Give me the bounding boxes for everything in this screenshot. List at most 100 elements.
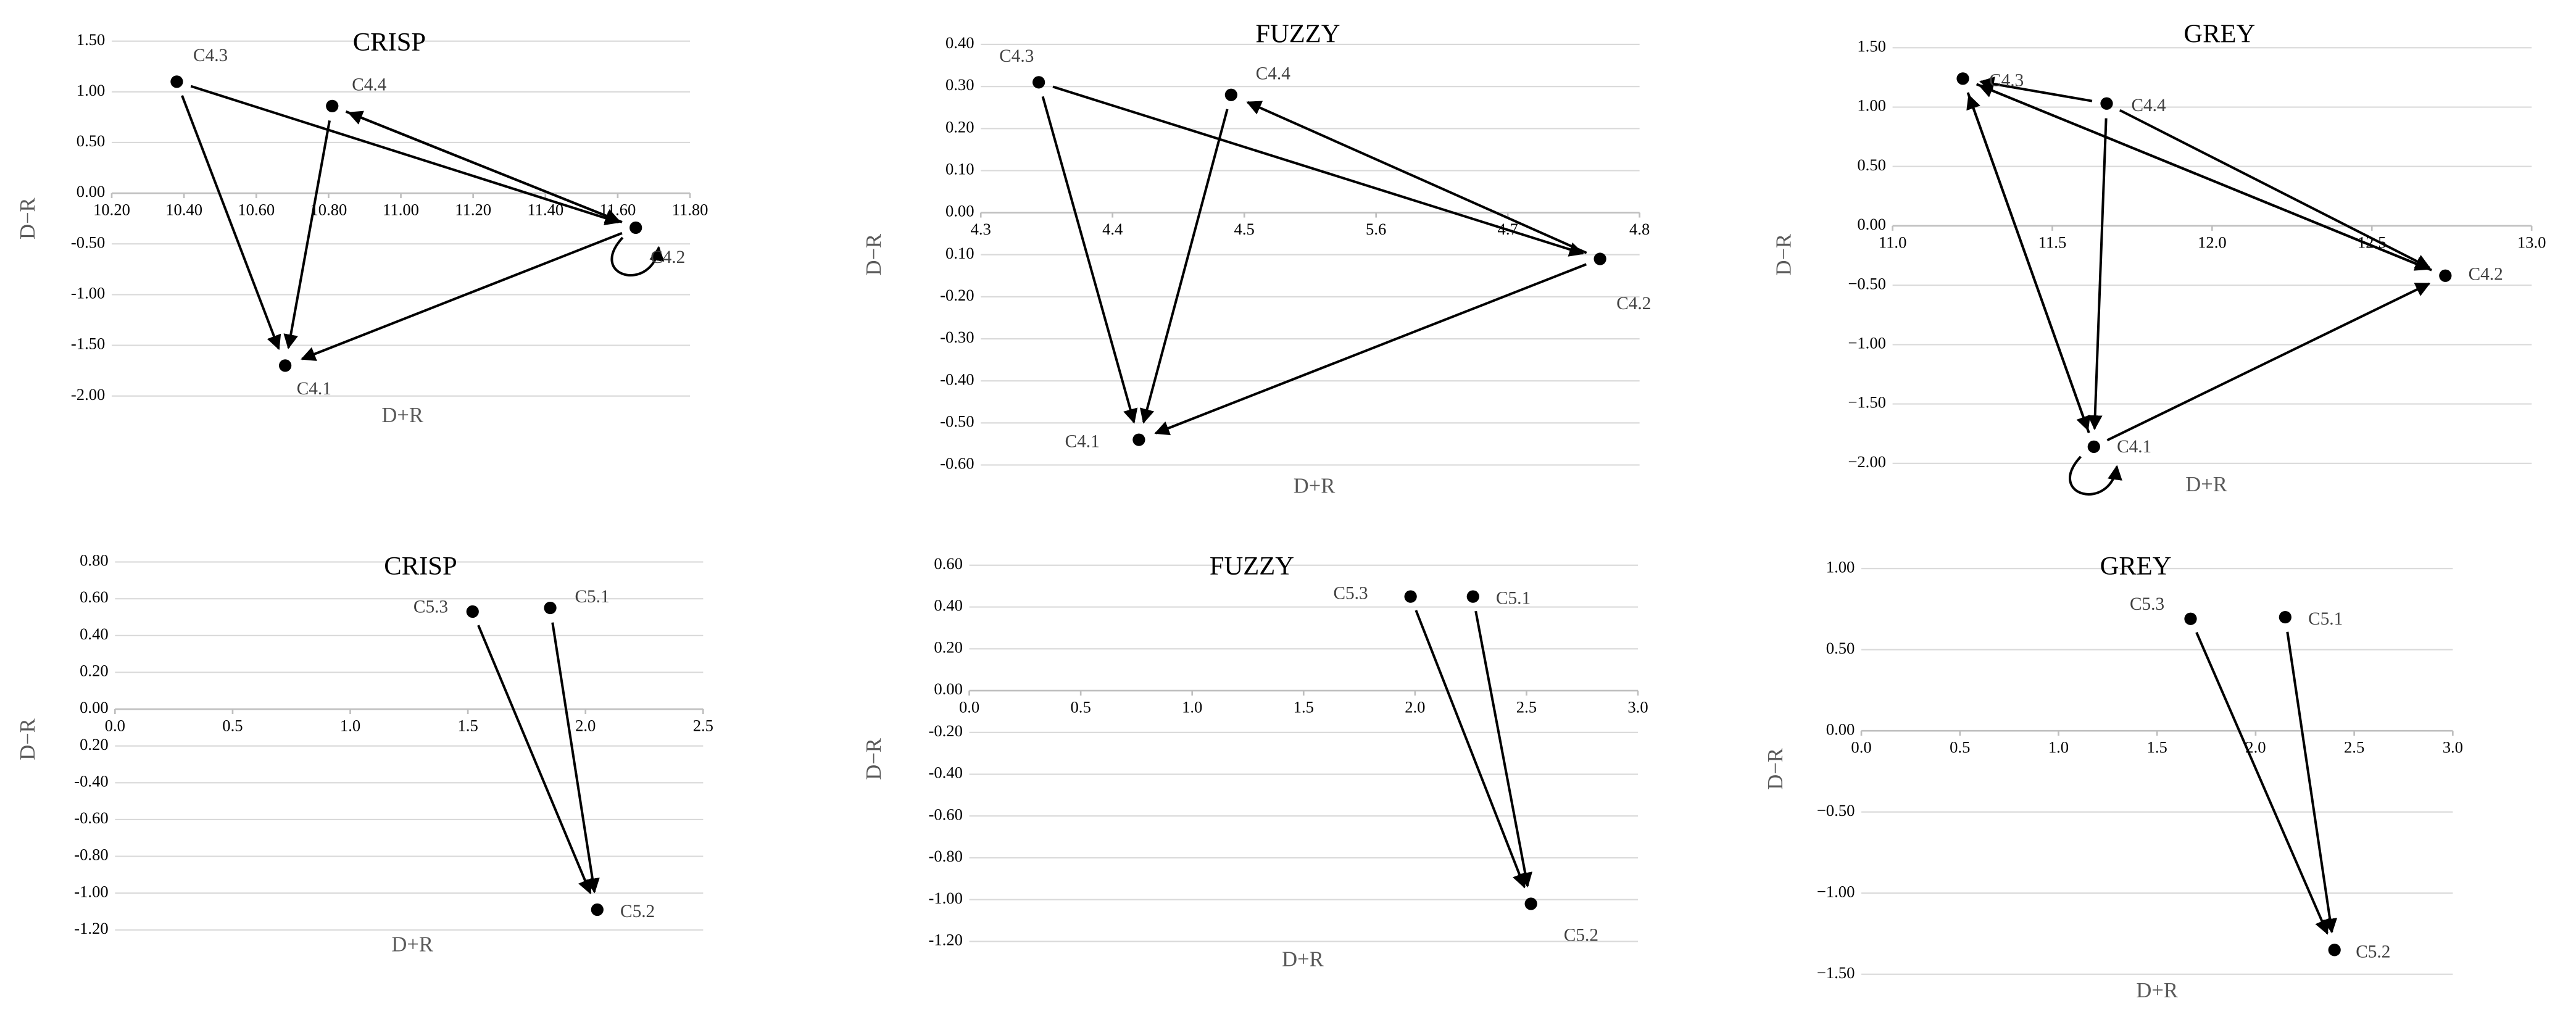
x-tick-label: 11.20 — [455, 200, 491, 218]
y-tick-label: 1.00 — [77, 81, 106, 99]
arrow — [551, 622, 600, 894]
point — [2279, 610, 2291, 624]
x-tick-label: 1.5 — [458, 716, 478, 734]
y-tick-label: -0.30 — [940, 328, 974, 346]
x-tick-label: 1.0 — [2048, 738, 2069, 757]
point — [544, 601, 557, 615]
x-tick-label: 4.8 — [1629, 220, 1650, 238]
point-label: C4.1 — [297, 379, 331, 399]
y-tick-label: 0.50 — [1857, 156, 1886, 174]
y-tick-label: 0.20 — [945, 117, 974, 136]
point-label: C5.2 — [2356, 942, 2390, 962]
point — [2184, 612, 2197, 625]
x-tick-label: 4.4 — [1102, 220, 1123, 238]
y-tick-label: -0.20 — [940, 286, 974, 304]
chart-title: GREY — [2183, 19, 2255, 48]
y-tick-label: 1.00 — [1826, 557, 1855, 576]
x-tick-label: 11.80 — [672, 200, 708, 218]
arrow — [1139, 109, 1229, 424]
y-axis-label: D−R — [16, 718, 39, 760]
point-label: C4.4 — [2131, 96, 2166, 115]
point-label: C5.2 — [1564, 925, 1598, 945]
point-label: C4.4 — [1256, 64, 1290, 84]
arrow — [1041, 96, 1138, 424]
y-tick-label: -0.80 — [74, 845, 108, 864]
point-label: C4.2 — [650, 247, 685, 267]
y-tick-label: 0.60 — [934, 554, 963, 573]
x-tick-label: 11.0 — [1879, 233, 1907, 251]
x-axis-label: D+R — [391, 933, 433, 956]
chart: 1.50 1.00 0.50 0.00 -0.50 -1.00 -1.50 -2.00 10.2… — [16, 28, 708, 427]
point — [2100, 97, 2113, 110]
y-tick-label: 0.10 — [945, 244, 974, 262]
y-tick-label: 0.20 — [80, 662, 109, 680]
point-label: C4.3 — [1989, 70, 2024, 90]
arrow — [2286, 631, 2338, 934]
point — [2328, 944, 2341, 957]
x-tick-label: 5.6 — [1366, 220, 1386, 238]
y-axis-label: D−R — [862, 233, 886, 275]
y-tick-label: 0.30 — [945, 75, 974, 94]
point — [279, 359, 292, 372]
y-axis-label: D−R — [16, 197, 39, 239]
y-tick-label: 0.50 — [77, 131, 106, 150]
chart: 0.80 0.60 0.40 0.20 0.00 0.20 -0.40 -0.60 -0.80 -… — [16, 551, 713, 957]
y-tick-label: −1.00 — [1848, 333, 1886, 352]
arrow — [477, 625, 592, 895]
point — [1524, 897, 1537, 910]
y-tick-label: -0.20 — [928, 721, 962, 740]
point-label: C5.3 — [1334, 584, 1368, 604]
point — [466, 605, 479, 618]
point — [170, 75, 183, 88]
x-axis-label: D+R — [2136, 979, 2178, 1002]
chart: 1.50 1.00 0.50 0.00 −0.50 −1.00 −1.50 −2.00 11.0… — [1772, 19, 2546, 496]
y-tick-label: -1.00 — [74, 882, 108, 900]
y-tick-label: 1.50 — [77, 30, 106, 49]
y-tick-label: 0.40 — [80, 625, 109, 643]
y-tick-label: -0.40 — [940, 370, 974, 388]
y-tick-label: -0.50 — [940, 412, 974, 430]
x-tick-label: 1.0 — [1182, 697, 1202, 716]
arrow — [1052, 85, 1584, 257]
x-tick-label: 13.0 — [2517, 233, 2546, 251]
point — [591, 903, 604, 916]
x-tick-label: 10.80 — [310, 200, 347, 218]
y-tick-label: −1.50 — [1817, 963, 1855, 982]
point-label: C4.2 — [1616, 294, 1651, 314]
chart: 1.00 0.50 0.00 −0.50 −1.00 −1.50 0.0 0.5 1.0 1.5 2… — [1764, 552, 2463, 1002]
x-tick-label: 12.0 — [2198, 233, 2227, 251]
arrow — [1415, 610, 1527, 889]
x-axis-label: D+R — [381, 404, 423, 427]
arrow — [2195, 631, 2329, 935]
chart-title: CRISP — [384, 552, 457, 581]
point — [1032, 76, 1045, 89]
x-tick-label: 3.0 — [1627, 697, 1648, 716]
y-tick-label: -0.40 — [74, 771, 108, 790]
point-label: C4.4 — [352, 75, 386, 95]
x-tick-label: 0.5 — [1950, 738, 1970, 757]
y-tick-label: -0.60 — [74, 808, 108, 827]
chart: 0.60 0.40 0.20 0.00 -0.20 -0.40 -0.60 -0.80 -1.0… — [862, 552, 1648, 971]
arrow — [1979, 77, 2093, 102]
arrow — [1474, 610, 1533, 888]
x-tick-label: 2.0 — [1405, 697, 1425, 716]
y-tick-label: -1.00 — [71, 283, 105, 302]
y-tick-label: 0.20 — [80, 735, 109, 754]
x-tick-label: 4.5 — [1234, 220, 1255, 238]
arrow — [181, 95, 281, 351]
x-tick-label: 4.3 — [971, 220, 991, 238]
arrow — [283, 120, 331, 349]
arrow — [345, 110, 621, 223]
x-tick-label: 0.0 — [105, 716, 125, 734]
x-axis-label: D+R — [1282, 947, 1324, 971]
y-tick-label: -1.20 — [74, 919, 108, 937]
y-tick-label: 0.00 — [1826, 720, 1855, 738]
x-tick-label: 10.60 — [238, 200, 275, 218]
point — [1593, 252, 1606, 265]
point-label: C5.1 — [1496, 589, 1531, 609]
x-tick-label: 3.0 — [2443, 738, 2463, 757]
point — [1404, 590, 1417, 603]
y-tick-label: -0.50 — [71, 233, 105, 251]
